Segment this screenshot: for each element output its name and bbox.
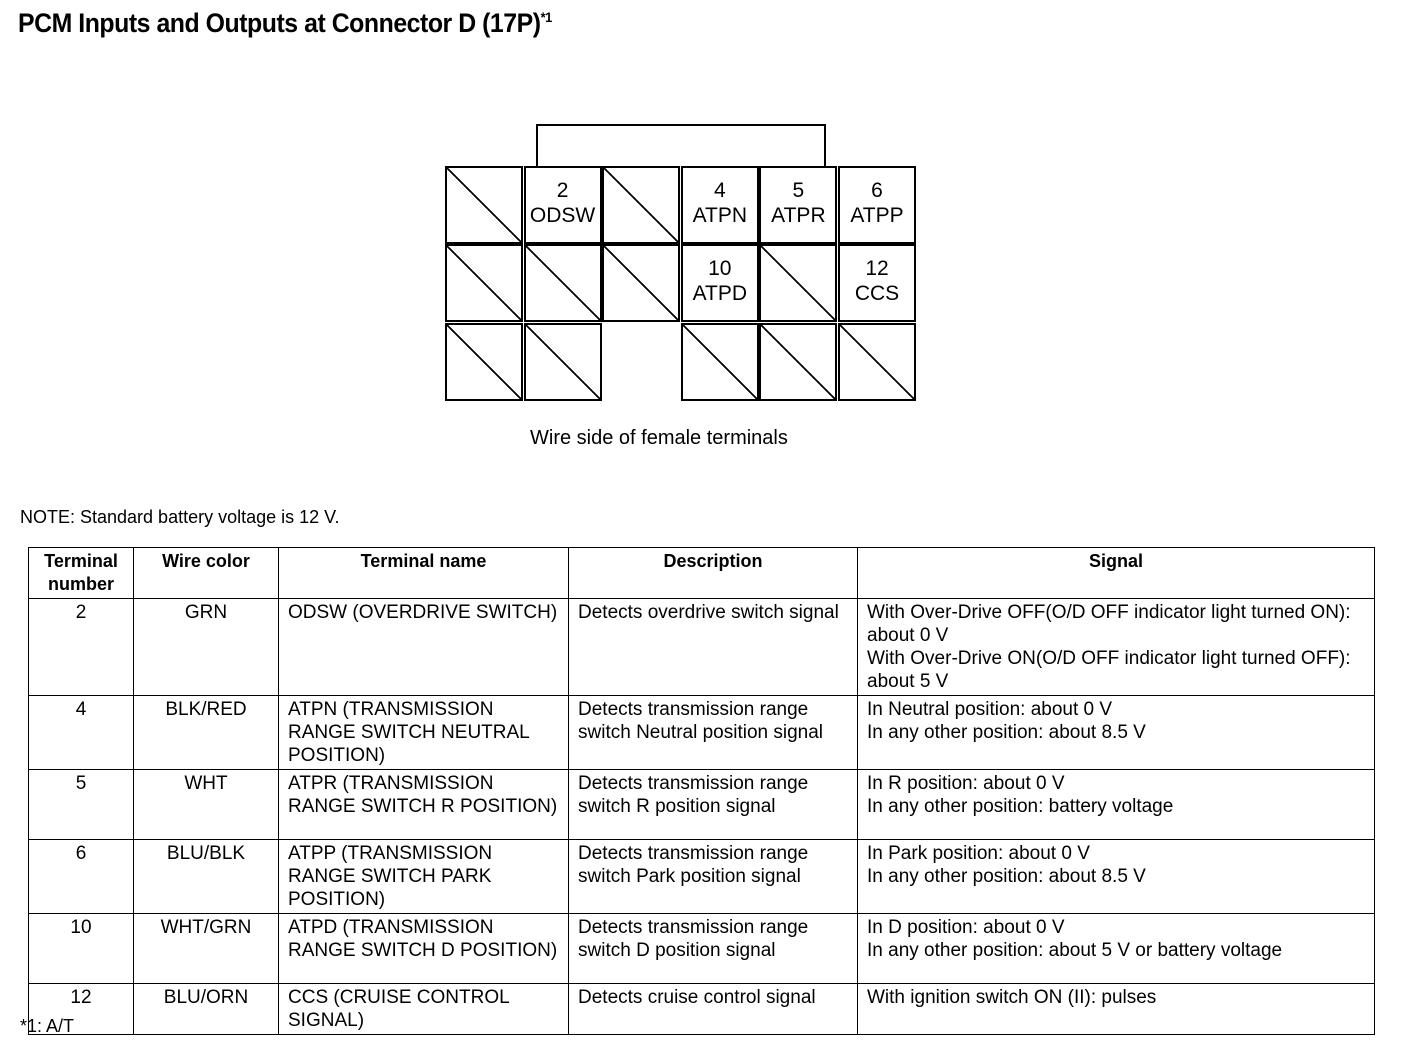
table-row: 5 WHT ATPR (TRANSMISSION RANGE SWITCH R PO…	[28, 769, 1375, 840]
terminal-name: ATPR	[771, 204, 826, 227]
connector-lock-tab	[536, 124, 826, 168]
terminal-number-cell: 12	[28, 983, 134, 1035]
footnote: *1: A/T	[20, 1016, 75, 1036]
terminal-number: 10	[708, 257, 732, 281]
column-header: Signal	[857, 547, 1375, 599]
unused-terminal-cell	[602, 244, 681, 323]
unused-terminal-cell	[445, 244, 523, 323]
terminal-name-cell: ODSW (OVERDRIVE SWITCH)	[278, 598, 569, 696]
title-footnote-mark: *1	[540, 9, 553, 25]
signal-cell: In Park position: about 0 V In any other…	[857, 839, 1375, 914]
terminal-number-cell: 2	[28, 598, 134, 696]
signal-cell: In D position: about 0 V In any other po…	[857, 913, 1375, 984]
unused-terminal-cell	[445, 166, 523, 244]
wire-color-cell: GRN	[133, 598, 279, 696]
table-row: 6 BLU/BLK ATPP (TRANSMISSION RANGE SWITCH …	[28, 839, 1375, 914]
terminal-cell: 10 ATPD	[680, 244, 759, 323]
table-row: 4 BLK/RED ATPN (TRANSMISSION RANGE SWITCH …	[28, 695, 1375, 770]
terminal-name-cell: ATPP (TRANSMISSION RANGE SWITCH PARK POS…	[278, 839, 569, 914]
terminal-name-cell: ATPN (TRANSMISSION RANGE SWITCH NEUTRAL …	[278, 695, 569, 770]
terminal-number: 5	[792, 179, 805, 202]
terminal-cell: 12 CCS	[838, 244, 916, 323]
column-header: Wire color	[133, 547, 279, 599]
terminal-number-cell: 10	[28, 913, 134, 984]
terminal-name-cell: ATPD (TRANSMISSION RANGE SWITCH D POSITI…	[278, 913, 569, 984]
terminal-name: ATPD	[692, 282, 748, 306]
description-cell: Detects transmission range switch D posi…	[568, 913, 858, 984]
unused-terminal-cell	[759, 322, 838, 401]
connector-caption: Wire side of female terminals	[530, 427, 788, 449]
wire-color-cell: BLU/BLK	[133, 839, 279, 914]
unused-terminal-cell	[445, 322, 523, 401]
terminal-number-cell: 6	[28, 839, 134, 914]
wire-color-cell: WHT	[133, 769, 279, 840]
terminal-name: ODSW	[529, 204, 596, 227]
terminal-name-cell: ATPR (TRANSMISSION RANGE SWITCH R POSITI…	[278, 769, 569, 840]
terminal-number: 2	[556, 179, 569, 202]
terminal-number: 12	[865, 257, 889, 281]
terminal-cell: 4 ATPN	[680, 166, 759, 244]
terminal-table: Terminal number Wire color Terminal name De…	[28, 547, 1375, 1035]
terminal-name: ATPN	[692, 204, 748, 227]
wire-color-cell: BLU/ORN	[133, 983, 279, 1035]
description-cell: Detects transmission range switch R posi…	[568, 769, 858, 840]
note: NOTE: Standard battery voltage is 12 V.	[20, 507, 340, 527]
wire-color-cell: BLK/RED	[133, 695, 279, 770]
signal-cell: With ignition switch ON (II): pulses	[857, 983, 1375, 1035]
unused-terminal-cell	[523, 244, 602, 323]
column-header: Terminal number	[28, 547, 134, 599]
table-row: 12 BLU/ORN CCS (CRUISE CONTROL SIGNAL) Dete…	[28, 983, 1375, 1035]
terminal-name: ATPP	[850, 204, 904, 227]
terminal-number-cell: 5	[28, 769, 134, 840]
description-cell: Detects transmission range switch Neutra…	[568, 695, 858, 770]
unused-terminal-cell	[759, 244, 838, 323]
terminal-cell: 6 ATPP	[838, 166, 916, 244]
title-text: PCM Inputs and Outputs at Connector D (1…	[18, 8, 541, 38]
terminal-number: 6	[871, 179, 883, 202]
table-row: 2 GRN ODSW (OVERDRIVE SWITCH) Detects overd…	[28, 598, 1375, 696]
unused-terminal-cell	[838, 322, 916, 401]
signal-cell: In R position: about 0 V In any other po…	[857, 769, 1375, 840]
terminal-number-cell: 4	[28, 695, 134, 770]
description-cell: Detects cruise control signal	[568, 983, 858, 1035]
terminal-cell: 2 ODSW	[523, 166, 602, 244]
unused-terminal-cell	[523, 322, 602, 401]
terminal-cell: 5 ATPR	[759, 166, 838, 244]
wire-color-cell: WHT/GRN	[133, 913, 279, 984]
table-row: 10 WHT/GRN ATPD (TRANSMISSION RANGE SWITCH…	[28, 913, 1375, 984]
terminal-number: 4	[713, 179, 726, 202]
page-title: PCM Inputs and Outputs at Connector D (1…	[18, 8, 552, 39]
column-header: Description	[568, 547, 858, 599]
column-header: Terminal name	[278, 547, 569, 599]
unused-terminal-cell	[602, 166, 681, 244]
terminal-name-cell: CCS (CRUISE CONTROL SIGNAL)	[278, 983, 569, 1035]
unused-terminal-cell	[680, 322, 759, 401]
signal-cell: With Over-Drive OFF(O/D OFF indicator li…	[857, 598, 1375, 696]
description-cell: Detects transmission range switch Park p…	[568, 839, 858, 914]
signal-cell: In Neutral position: about 0 V In any ot…	[857, 695, 1375, 770]
terminal-name: CCS	[854, 282, 900, 306]
description-cell: Detects overdrive switch signal	[568, 598, 858, 696]
